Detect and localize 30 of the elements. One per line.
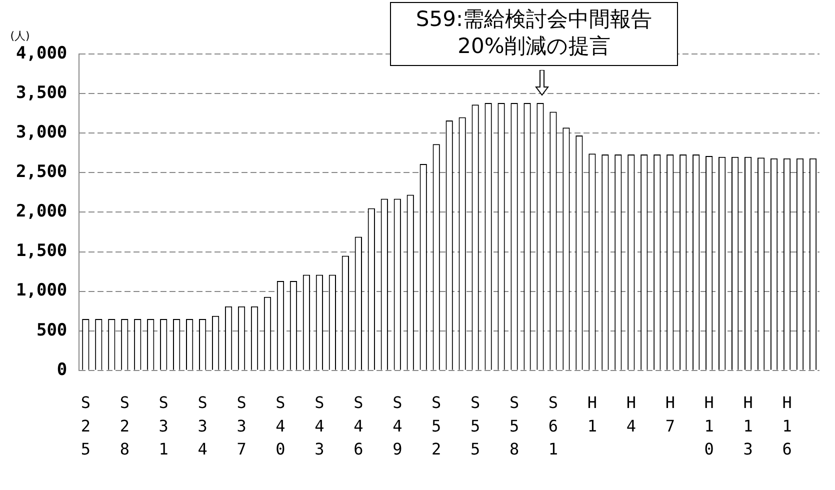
x-tick-label: S40: [276, 393, 286, 459]
y-axis-title: (人): [10, 29, 30, 42]
x-tick-label: H7: [665, 393, 675, 436]
x-tick-label: H13: [743, 393, 753, 459]
y-tick-label: 3,000: [16, 122, 68, 143]
x-tick-label: S58: [509, 393, 520, 459]
x-tick-label: H4: [626, 393, 636, 436]
x-tick-label: S31: [158, 393, 168, 459]
x-tick-label: S37: [236, 393, 246, 459]
x-tick-label: S34: [198, 393, 208, 459]
y-tick-label: 1,500: [16, 241, 68, 262]
x-tick-label: S52: [432, 393, 442, 459]
y-tick-label: 2,000: [16, 202, 68, 222]
y-tick-label: 3,500: [16, 82, 68, 103]
x-tick-label: S25: [80, 393, 90, 459]
y-tick-label: 500: [36, 320, 68, 340]
x-tick-label: S46: [354, 393, 364, 459]
x-tick-label: S61: [548, 393, 558, 459]
x-tick-label: S49: [392, 393, 402, 459]
y-tick-label: 4,000: [16, 43, 68, 64]
y-tick-label: 2,500: [16, 162, 68, 182]
y-tick-label: 0: [56, 360, 68, 380]
x-tick-label: S28: [120, 393, 130, 459]
x-tick-label: H16: [782, 393, 792, 459]
annotation: S59:需給検討会中間報告 20%削減の提言: [390, 2, 678, 66]
x-tick-label: S43: [314, 393, 324, 459]
x-tick-label: S55: [470, 393, 480, 459]
x-tick-label: H10: [704, 393, 714, 459]
y-tick-label: 1,000: [16, 280, 68, 301]
x-tick-label: H1: [587, 393, 598, 436]
